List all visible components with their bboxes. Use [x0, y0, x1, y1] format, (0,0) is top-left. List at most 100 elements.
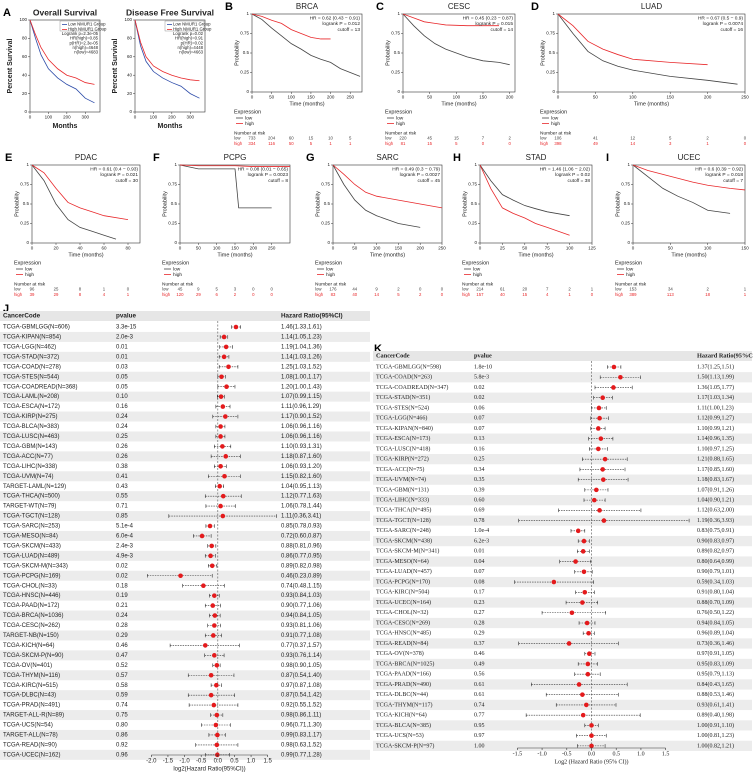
x-tick-label: 200 [250, 246, 258, 251]
column-header: Hazard Ratio(95%CI) [697, 352, 753, 359]
p-value: 0.01 [474, 549, 485, 555]
risk-count: 44 [352, 287, 357, 292]
cancer-code: TCGA-UVM(N=74) [376, 476, 426, 483]
hr-point [215, 732, 220, 738]
x-tick-label: 0 [29, 115, 32, 120]
hazard-ratio: 0.73(0.36,1.46) [697, 640, 734, 647]
risk-count: 5 [215, 287, 218, 292]
survival-curve [479, 164, 570, 217]
x-tick-label: 300 [187, 115, 195, 120]
stat-text: HR = 0.45 (0.23 − 0.87) [463, 15, 514, 21]
hazard-ratio: 0.88(0.70,1.09) [697, 599, 734, 606]
row-band [0, 610, 370, 621]
stat-text: n(high)=4648 [73, 45, 99, 50]
stat-text: logrank P = 0.0023 [248, 172, 289, 178]
y-tick-label: 0.5 [324, 201, 331, 206]
risk-count: 0 [744, 136, 747, 141]
x-tick-label: 0 [251, 95, 254, 100]
survival-curve [402, 13, 510, 66]
row-band [373, 740, 752, 751]
hazard-ratio: 0.94(0.84,1.05) [697, 619, 734, 626]
risk-count: 0 [744, 141, 747, 146]
y-axis-label: Probability [462, 191, 468, 217]
survival-curve [479, 164, 570, 236]
risk-count: 0 [419, 287, 422, 292]
y-tick-label: 0 [627, 240, 630, 245]
y-axis-label: Probability [615, 191, 621, 217]
risk-count: 18 [705, 292, 710, 297]
panel-letter: H [453, 152, 461, 164]
p-value: 1.8e-10 [474, 364, 492, 370]
p-value: 0.04 [474, 559, 485, 565]
x-tick-label: -0.5 [196, 759, 207, 765]
cancer-code: TCGA-ACC(N=75) [376, 466, 424, 473]
cancer-code: TCGA-PCPG(N=170) [376, 578, 430, 585]
survival-curve [134, 19, 200, 82]
hr-point [226, 364, 231, 370]
y-tick-label: 20 [22, 91, 28, 96]
cancer-code: TCGA-UCEC(N=164) [376, 599, 431, 606]
hazard-ratio: 0.91(0.77,1.08) [281, 633, 322, 639]
legend-title: Expression [315, 260, 342, 266]
hazard-ratio: 0.90(0.79,1.01) [697, 568, 734, 575]
risk-count: 2 [706, 136, 709, 141]
row-band [0, 650, 370, 661]
hazard-ratio: 0.87(0.54,1.40) [281, 673, 322, 679]
x-tick-label: 0 [134, 115, 137, 120]
legend-label: low [25, 266, 33, 272]
risk-count: 5 [455, 141, 458, 146]
p-value: 1.00 [474, 743, 485, 749]
survival-curve [557, 13, 738, 85]
hr-point [597, 508, 602, 513]
legend-title: Expression [234, 109, 261, 115]
stat-text: p(HR)=2.3e-05 [69, 40, 98, 45]
p-value: 0.26 [116, 454, 128, 460]
risk-title: Number at risk [315, 281, 347, 287]
hr-point [178, 573, 183, 579]
p-value: 0.05 [116, 384, 128, 390]
row-band [0, 471, 370, 482]
y-axis-label: Percent Survival [112, 39, 119, 94]
risk-title: Number at risk [14, 281, 46, 287]
p-value: 0.13 [474, 436, 485, 442]
risk-row-label: low [540, 136, 547, 141]
hazard-ratio: 0.59(0.34,1.03) [697, 578, 734, 585]
row-band [373, 372, 752, 383]
hazard-ratio: 1.21(0.88,1.65) [697, 456, 734, 463]
hazard-ratio: 1.18(0.87,1.60) [281, 454, 322, 460]
p-value: 0.74 [116, 703, 128, 709]
x-axis-label: Months [158, 123, 183, 130]
y-tick-label: 0.25 [168, 221, 177, 226]
p-value: 0.75 [116, 713, 128, 719]
hazard-ratio: 1.06(0.96,1.16) [281, 424, 322, 430]
hazard-ratio: 1.00(0.82,1.21) [697, 742, 734, 749]
y-tick-label: 0.5 [471, 201, 478, 206]
y-tick-label: 0.25 [20, 221, 29, 226]
hr-point [210, 633, 216, 638]
x-axis-label: log2(Hazard Ratio(95%CI)) [173, 767, 245, 773]
hr-point [597, 415, 602, 421]
x-tick-label: 200 [327, 95, 335, 100]
x-tick-label: 50 [522, 246, 528, 251]
risk-count: 96 [30, 287, 35, 292]
row-band [0, 550, 370, 561]
row-band [0, 491, 370, 502]
y-tick-label: 0.5 [624, 201, 631, 206]
x-axis-label: Time (months) [634, 101, 669, 107]
hazard-ratio: 1.17(0.85,1.60) [697, 466, 734, 473]
risk-count: 10 [328, 136, 333, 141]
hazard-ratio: 0.97(0.87,1.08) [281, 683, 322, 689]
x-tick-label: 50 [352, 246, 358, 251]
risk-count: 1 [127, 292, 130, 297]
hazard-ratio: 0.85(0.78,0.93) [281, 524, 322, 530]
hazard-ratio: 1.07(0.99,1.15) [281, 394, 322, 400]
hr-point [576, 682, 582, 687]
hazard-ratio: 1.19(1.04,1.36) [281, 344, 322, 350]
p-value: 0.08 [474, 579, 485, 585]
hazard-ratio: 0.74(0.48,1.15) [281, 583, 322, 589]
y-tick-label: 0.75 [168, 182, 177, 187]
x-tick-label: 200 [416, 246, 424, 251]
y-tick-label: 40 [22, 72, 28, 77]
stat-text: HR = 1.46 (1.06 − 2.02) [540, 166, 591, 172]
x-tick-label: 150 [666, 95, 674, 100]
